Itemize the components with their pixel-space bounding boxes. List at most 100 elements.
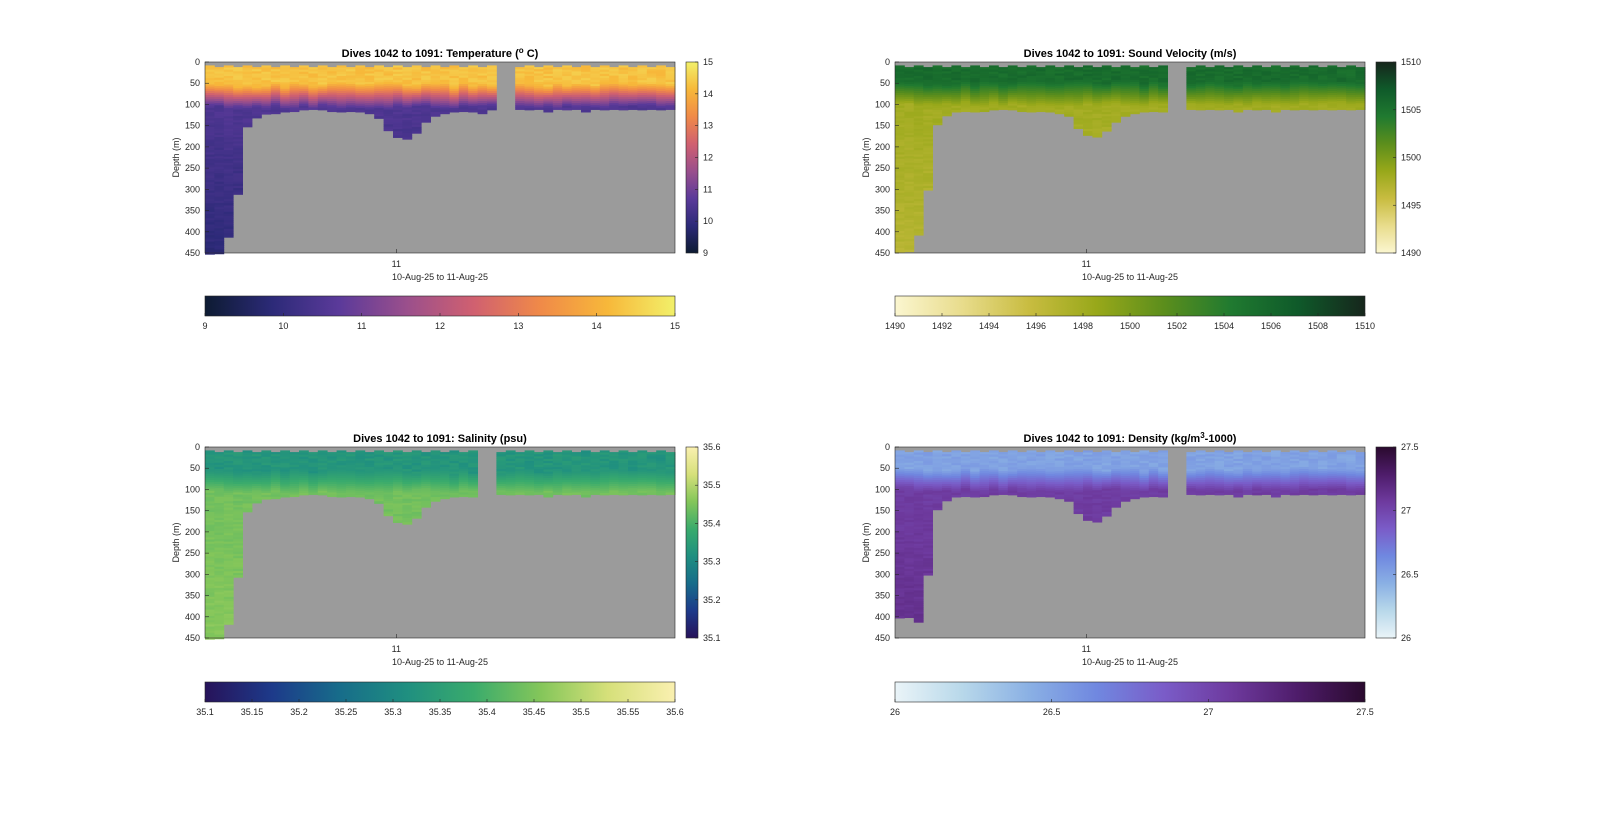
data-cell	[1280, 75, 1291, 79]
data-cell	[942, 452, 952, 455]
data-cell	[1289, 95, 1300, 98]
data-cell	[327, 471, 337, 474]
data-cell	[233, 562, 243, 565]
data-cell	[960, 475, 971, 478]
data-cell	[951, 463, 962, 466]
data-cell	[1036, 466, 1046, 470]
data-cell	[1214, 90, 1225, 94]
data-cell	[223, 82, 234, 85]
data-cell	[1064, 82, 1074, 85]
data-cell	[571, 77, 582, 81]
data-cell	[1101, 92, 1112, 96]
data-cell	[571, 98, 582, 102]
data-cell	[1073, 503, 1084, 506]
data-cell	[223, 497, 234, 500]
data-cell	[1007, 86, 1018, 90]
data-cell	[904, 160, 915, 163]
data-cell	[205, 216, 215, 219]
data-cell	[205, 579, 215, 583]
data-cell	[336, 88, 347, 92]
data-cell	[1064, 84, 1074, 88]
data-cell	[223, 537, 234, 540]
data-cell	[1073, 488, 1084, 491]
data-cell	[421, 503, 431, 506]
data-cell	[1318, 71, 1328, 74]
data-cell	[299, 78, 309, 81]
data-cell	[355, 109, 366, 113]
data-cell	[214, 615, 225, 619]
data-cell	[346, 481, 356, 485]
data-cell	[214, 456, 225, 459]
data-cell	[904, 507, 915, 510]
data-cell	[1120, 86, 1131, 90]
data-cell	[932, 78, 943, 81]
data-cell	[252, 86, 262, 89]
data-cell	[1120, 463, 1131, 466]
data-cell	[1101, 471, 1112, 475]
data-cell	[223, 148, 234, 151]
data-cell	[1017, 454, 1027, 457]
data-cell	[913, 573, 924, 576]
data-cell	[1092, 466, 1103, 470]
data-cell	[242, 477, 253, 481]
data-cell	[383, 105, 394, 108]
data-cell	[895, 560, 905, 564]
data-cell	[913, 105, 924, 109]
data-cell	[261, 465, 272, 468]
data-cell	[449, 88, 460, 92]
data-cell	[242, 86, 253, 90]
data-cell	[923, 98, 933, 102]
data-cell	[289, 86, 300, 89]
data-cell	[233, 188, 243, 191]
data-cell	[1252, 73, 1262, 77]
data-cell	[214, 224, 225, 227]
data-cell	[599, 78, 610, 81]
data-cell	[1148, 109, 1159, 113]
data-cell	[1045, 473, 1056, 477]
data-cell	[923, 530, 933, 534]
data-cell	[214, 103, 225, 106]
data-cell	[393, 126, 403, 130]
data-cell	[1045, 88, 1056, 92]
data-cell	[1083, 511, 1093, 515]
data-cell	[923, 149, 933, 153]
bottom-colorbar-label: 35.2	[290, 707, 308, 717]
data-cell	[599, 492, 610, 496]
data-cell	[223, 107, 234, 111]
data-cell	[223, 209, 234, 213]
data-cell	[402, 483, 413, 487]
data-cell	[895, 152, 905, 155]
data-cell	[1318, 96, 1328, 100]
data-cell	[1355, 86, 1366, 89]
data-cell	[1130, 79, 1140, 83]
data-cell	[562, 95, 572, 98]
data-cell	[904, 488, 915, 491]
data-cell	[1017, 481, 1027, 485]
data-cell	[317, 471, 328, 475]
data-cell	[402, 452, 413, 455]
data-cell	[468, 482, 478, 485]
data-cell	[609, 79, 619, 83]
data-cell	[913, 558, 924, 562]
data-cell	[1101, 112, 1112, 115]
data-cell	[998, 67, 1009, 70]
data-cell	[1148, 71, 1159, 74]
data-cell	[205, 137, 215, 141]
data-cell	[1054, 479, 1065, 483]
data-cell	[1233, 88, 1244, 92]
data-cell	[895, 209, 905, 213]
data-cell	[515, 107, 525, 110]
data-cell	[1308, 76, 1319, 79]
data-cell	[430, 492, 441, 496]
data-cell	[1054, 71, 1065, 74]
data-cell	[1280, 101, 1291, 104]
data-cell	[1158, 95, 1168, 98]
data-cell	[1289, 92, 1300, 96]
data-cell	[1336, 69, 1347, 72]
data-cell	[223, 524, 234, 528]
data-cell	[393, 456, 403, 460]
data-cell	[270, 464, 281, 468]
data-cell	[1186, 84, 1197, 87]
data-cell	[562, 88, 572, 92]
data-cell	[1139, 71, 1150, 75]
